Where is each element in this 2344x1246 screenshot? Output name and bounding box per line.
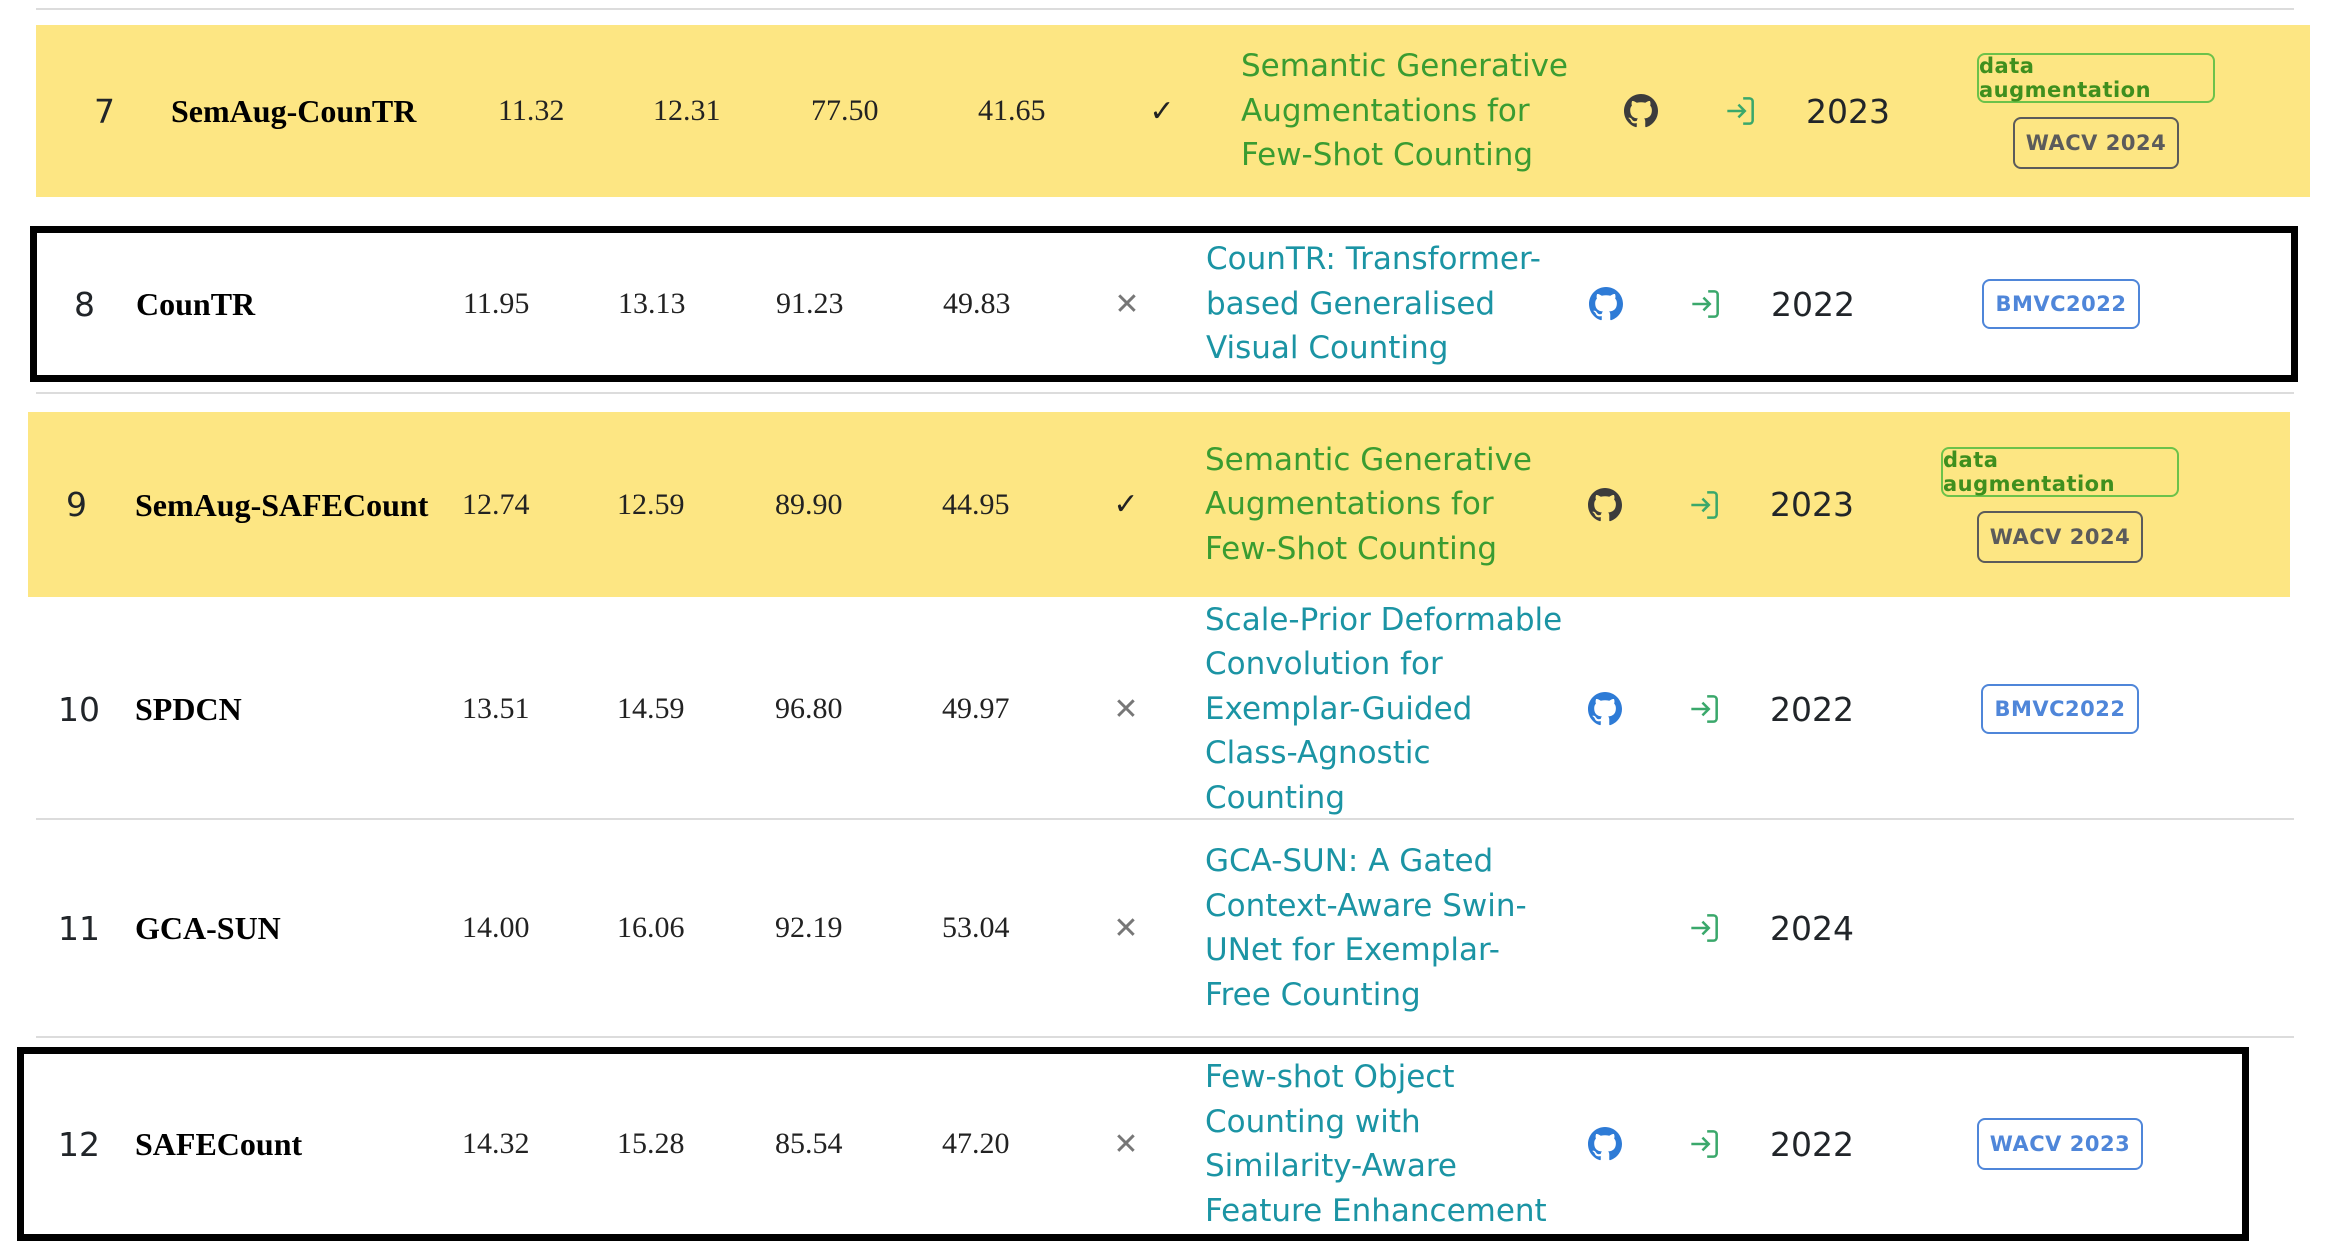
check-icon: ✓ [1149, 93, 1175, 129]
badge-group: WACV 2023 [1920, 1054, 2200, 1234]
sign-in-icon[interactable] [1685, 233, 1725, 375]
badge-group: data augmentation WACV 2024 [1920, 412, 2200, 597]
table-row: 9 SemAug-SAFECount 12.74 12.59 89.90 44.… [28, 412, 2290, 597]
venue-badge: WACV 2024 [1977, 510, 2143, 563]
venue-badge: BMVC2022 [1981, 684, 2139, 734]
paper-link[interactable]: Scale-Prior Deformable Convolution for E… [1205, 601, 1563, 816]
badge-group: data augmentation WACV 2024 [1956, 25, 2236, 197]
model-name: CounTR [136, 286, 256, 322]
metric-3: 92.19 [775, 911, 843, 944]
metric-3: 96.80 [775, 692, 843, 725]
metric-4: 47.20 [942, 1127, 1010, 1160]
metric-3: 85.54 [775, 1127, 843, 1160]
rank: 12 [58, 1124, 100, 1164]
model-name: SemAug-SAFECount [135, 486, 429, 523]
metric-4: 41.65 [978, 94, 1046, 127]
metric-2: 14.59 [617, 692, 685, 725]
metric-3: 89.90 [775, 487, 843, 521]
venue-badge: BMVC2022 [1982, 279, 2140, 329]
paper-link[interactable]: Few-shot Object Counting with Similarity… [1205, 1059, 1547, 1229]
github-icon[interactable] [1585, 600, 1625, 818]
sign-in-icon[interactable] [1684, 820, 1724, 1036]
metric-4: 44.95 [942, 487, 1010, 521]
cross-icon: ✕ [1113, 691, 1139, 727]
sign-in-icon[interactable] [1684, 1054, 1724, 1234]
row-divider [36, 392, 2294, 394]
metric-2: 12.31 [653, 94, 721, 127]
year: 2023 [1806, 91, 1890, 131]
paper-link[interactable]: Semantic Generative Augmentations for Fe… [1205, 441, 1532, 567]
table-row: 8 CounTR 11.95 13.13 91.23 49.83 ✕ CounT… [30, 226, 2298, 382]
github-icon[interactable] [1585, 1054, 1625, 1234]
model-name: GCA-SUN [135, 910, 281, 946]
rank: 10 [58, 689, 100, 729]
metric-4: 53.04 [942, 911, 1010, 944]
metric-1: 13.51 [462, 692, 530, 725]
github-icon[interactable] [1621, 25, 1661, 197]
metric-4: 49.83 [943, 287, 1011, 320]
row-divider [36, 8, 2294, 10]
data-augmentation-badge: data augmentation [1941, 446, 2179, 497]
metric-2: 15.28 [617, 1127, 685, 1160]
data-augmentation-badge: data augmentation [1977, 53, 2215, 103]
paper-link[interactable]: CounTR: Transformer-based Generalised Vi… [1206, 241, 1541, 367]
table-row: 12 SAFECount 14.32 15.28 85.54 47.20 ✕ F… [17, 1047, 2249, 1241]
rank: 7 [94, 91, 115, 131]
year: 2024 [1770, 908, 1854, 948]
rank: 11 [58, 908, 100, 948]
badge-group: BMVC2022 [1920, 600, 2200, 818]
venue-badge: WACV 2023 [1977, 1118, 2143, 1170]
year: 2022 [1770, 689, 1854, 729]
metric-1: 14.32 [462, 1127, 530, 1160]
metric-2: 12.59 [617, 487, 685, 521]
metric-1: 11.95 [463, 287, 530, 320]
model-name: SemAug-CounTR [171, 93, 417, 129]
year: 2022 [1770, 1124, 1854, 1164]
sign-in-icon[interactable] [1684, 600, 1724, 818]
metric-2: 13.13 [618, 287, 686, 320]
metric-1: 12.74 [462, 487, 530, 521]
rank: 8 [74, 284, 95, 324]
rank: 9 [66, 485, 87, 524]
metric-4: 49.97 [942, 692, 1010, 725]
check-icon: ✓ [1113, 487, 1139, 522]
badge-group: BMVC2022 [1921, 233, 2201, 375]
metric-1: 14.00 [462, 911, 530, 944]
cross-icon: ✕ [1114, 286, 1140, 322]
year: 2022 [1771, 284, 1855, 324]
table-row: 11 GCA-SUN 14.00 16.06 92.19 53.04 ✕ GCA… [0, 820, 2344, 1036]
metric-2: 16.06 [617, 911, 685, 944]
github-icon[interactable] [1585, 412, 1625, 597]
github-icon[interactable] [1586, 233, 1626, 375]
row-divider [36, 1036, 2294, 1038]
venue-badge: WACV 2024 [2013, 117, 2179, 169]
metric-3: 77.50 [811, 94, 879, 127]
metric-1: 11.32 [498, 94, 565, 127]
sign-in-icon[interactable] [1720, 25, 1760, 197]
table-row: 10 SPDCN 13.51 14.59 96.80 49.97 ✕ Scale… [0, 600, 2344, 818]
sign-in-icon[interactable] [1684, 412, 1724, 597]
cross-icon: ✕ [1113, 1126, 1139, 1162]
table-row: 7 SemAug-CounTR 11.32 12.31 77.50 41.65 … [36, 25, 2310, 197]
row-divider [36, 818, 2294, 820]
model-name: SAFECount [135, 1126, 303, 1162]
paper-link[interactable]: Semantic Generative Augmentations for Fe… [1241, 48, 1568, 174]
paper-link[interactable]: GCA-SUN: A Gated Context-Aware Swin-UNet… [1205, 843, 1527, 1013]
year: 2023 [1770, 485, 1854, 524]
cross-icon: ✕ [1113, 910, 1139, 946]
model-name: SPDCN [135, 691, 242, 727]
metric-3: 91.23 [776, 287, 844, 320]
